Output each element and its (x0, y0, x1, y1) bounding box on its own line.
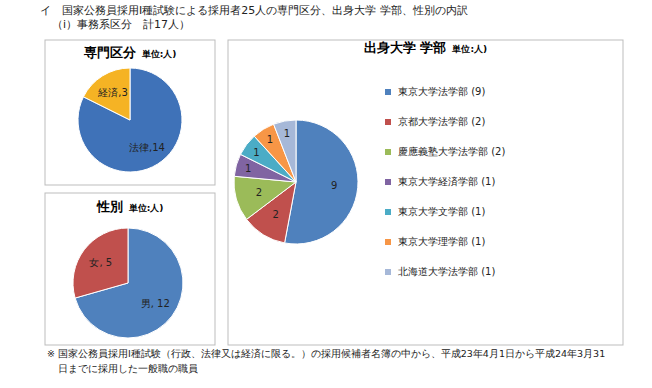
subtitle: 単位:人) (128, 203, 164, 213)
slice (274, 120, 296, 182)
data-label: 2 (273, 209, 279, 220)
subtitle: 単位:人) (141, 49, 177, 59)
legend-label: 北海道大学法学部 (1) (398, 266, 495, 277)
panel-frame (45, 193, 215, 345)
slices (234, 120, 358, 244)
data-label: 9 (331, 180, 337, 191)
legend-label: 慶應義塾大学法学部 (2) (398, 146, 505, 157)
title: 性別 (96, 199, 123, 214)
data-label: 1 (267, 134, 273, 145)
slice (73, 228, 128, 298)
legend-swatch (385, 149, 391, 155)
legend-swatch (385, 119, 391, 125)
legend-swatch (385, 269, 391, 275)
legend-label: 京都大学法学部 (2) (398, 116, 485, 127)
panel-frame (228, 40, 623, 345)
data-label: 2 (256, 187, 262, 198)
background (0, 0, 652, 388)
slice (83, 68, 130, 120)
legend-label: 東京大学法学部 (9) (398, 86, 485, 97)
header-line: （ⅰ）事務系区分 計17人） (52, 18, 190, 31)
slices (73, 228, 183, 338)
legend-swatch (385, 239, 391, 245)
data-labels: 法律,14 経済,3 (97, 87, 165, 153)
legend-swatch (385, 179, 391, 185)
header-line: イ 国家公務員採用Ⅰ種試験による採用者25人の専門区分、出身大学 学部、性別の内… (40, 4, 468, 17)
title-line: 性別単位:人) (96, 199, 164, 214)
legend-label: 東京大学経済学部 (1) (398, 176, 495, 187)
chart: 性別単位:人) 男, 12 女, 5 (45, 193, 215, 345)
title-line: 専門区分単位:人) (83, 45, 177, 60)
subtitle: 単位:人) (451, 44, 487, 54)
data-label: 1 (245, 163, 251, 174)
legend-label: 東京大学理学部 (1) (398, 236, 485, 247)
data-label: 法律,14 (129, 142, 165, 153)
legend: 東京大学法学部 (9) 京都大学法学部 (2) 慶應義塾大学法学部 (2) 東京大学経… (385, 86, 505, 277)
data-label: 1 (253, 147, 259, 158)
slice (78, 68, 182, 172)
slice (234, 176, 296, 219)
data-label: 1 (284, 128, 290, 139)
legend-swatch (385, 89, 391, 95)
title-line: 出身大学 学部単位:人) (364, 40, 487, 55)
page: イ 国家公務員採用Ⅰ種試験による採用者25人の専門区分、出身大学 学部、性別の内… (0, 0, 652, 388)
title: 出身大学 学部 (364, 40, 447, 55)
data-label: 女, 5 (89, 257, 112, 268)
panel-frame (45, 40, 215, 185)
data-labels: 男, 12 女, 5 (89, 257, 169, 309)
data-label: 経済,3 (97, 87, 128, 98)
data-labels: 9221111 (245, 128, 337, 220)
note-line: 日までに採用した一般職の職員 (58, 363, 198, 374)
legend-label: 東京大学文学部 (1) (398, 206, 485, 217)
data-label: 男, 12 (141, 298, 170, 309)
note-line: ※ 国家公務員採用Ⅰ種試験（行政、法律又は経済に限る。）の採用候補者名簿の中から… (47, 348, 605, 359)
title: 専門区分 (83, 45, 137, 60)
chart: 専門区分単位:人) 法律,14 経済,3 (45, 40, 215, 185)
chart: 出身大学 学部単位:人)9221111東京大学法学部 (9)京都大学法学部 (2… (228, 40, 623, 345)
slices (78, 68, 182, 172)
legend-swatch (385, 209, 391, 215)
